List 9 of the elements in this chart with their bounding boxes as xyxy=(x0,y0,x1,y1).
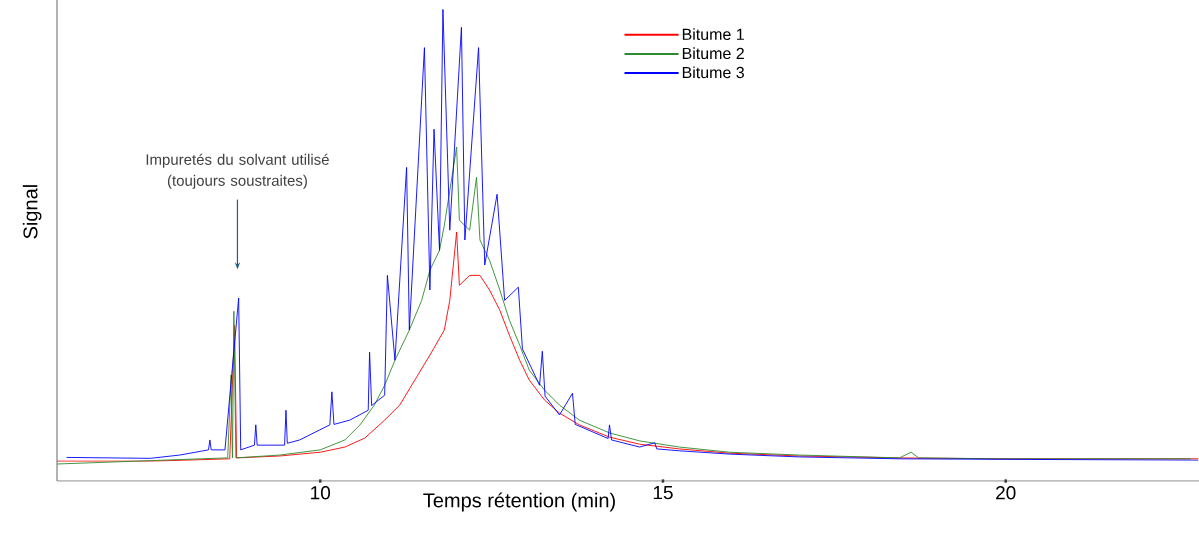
legend-label: Bitume 2 xyxy=(682,47,744,60)
y-axis-title: Signal xyxy=(22,185,42,239)
x-tick-label: 15 xyxy=(653,486,673,500)
legend-label: Bitume 1 xyxy=(682,28,744,40)
legend-label: Bitume 3 xyxy=(682,66,744,79)
x-tick-label: 20 xyxy=(996,486,1016,500)
x-tick-label: 10 xyxy=(311,486,331,500)
annotation: Impuretés du solvant utilisé (toujours soustraites) xyxy=(146,153,329,189)
x-axis-title: Temps rétention (min) xyxy=(423,492,615,512)
